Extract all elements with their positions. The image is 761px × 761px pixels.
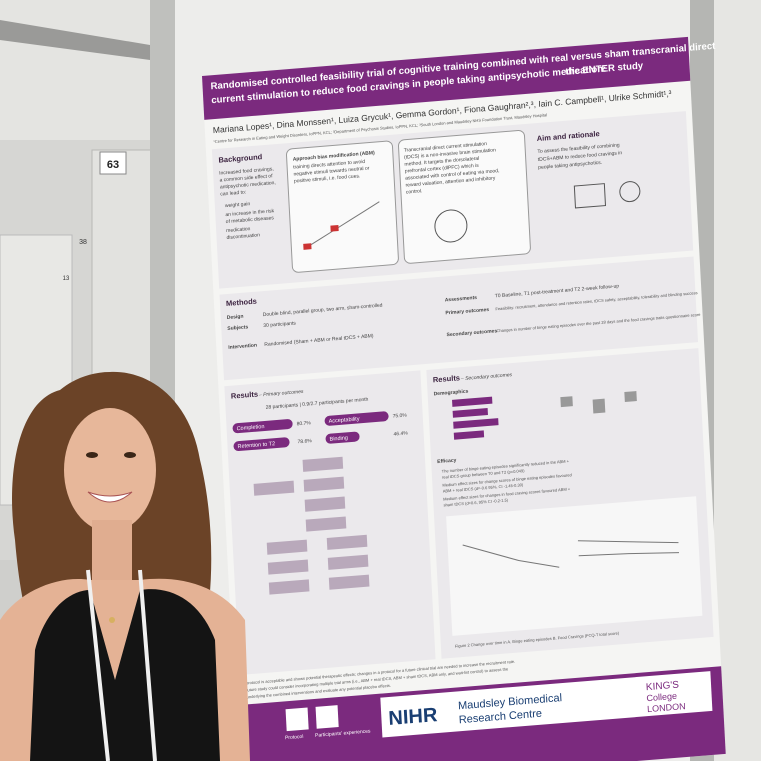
heading: Background — [218, 152, 263, 165]
kcl-logo: KING'S — [646, 680, 680, 694]
demographic-bars — [452, 396, 499, 440]
abm-box — [285, 140, 399, 273]
lanyard — [86, 569, 157, 761]
label: Secondary outcomes — [446, 328, 497, 338]
qr-code — [285, 707, 309, 732]
bullet: discontinuation — [226, 232, 260, 241]
text: training directs attention to avoid — [293, 159, 366, 171]
text: people taking antipsychotics. — [538, 160, 602, 171]
text: Increased food cravings, — [219, 166, 274, 176]
abm-sketch — [306, 201, 380, 249]
screen-sketch — [573, 183, 607, 209]
kcl-logo: LONDON — [647, 701, 686, 714]
bullet: ABM + real tDCS (d=-0.6 95%, CI -1.45-0.… — [443, 482, 524, 494]
metric-label: Acceptability — [329, 416, 360, 424]
label: Efficacy — [437, 458, 457, 466]
metric-value: 78.6% — [297, 438, 312, 445]
eye — [86, 452, 98, 458]
bullet: of metabolic diseases — [226, 215, 275, 225]
boxplots — [560, 391, 637, 414]
text: control. — [406, 188, 423, 195]
food-cue — [303, 243, 312, 250]
metric-pill — [232, 419, 293, 434]
booth-number: 63 — [107, 159, 119, 171]
bullet: an increase in the risk — [225, 208, 274, 218]
booth-sign — [99, 151, 127, 175]
bullet: weight gain — [225, 201, 251, 209]
label: Subjects — [227, 324, 248, 332]
ceiling — [0, 0, 160, 140]
bullet: medication — [226, 226, 251, 234]
text: can lead to: — [220, 189, 246, 197]
eye — [124, 452, 136, 458]
text: 30 participants — [263, 320, 296, 329]
poster-header — [202, 36, 691, 120]
metric-value: 75.0% — [393, 412, 408, 419]
text: method. It targets the dorsolateral — [404, 156, 479, 168]
metric-pill — [325, 431, 360, 444]
smile — [87, 491, 133, 503]
figure-lines — [462, 540, 679, 568]
necklace — [109, 617, 115, 623]
logo-strip — [380, 671, 713, 738]
consort-diagram — [253, 456, 370, 595]
text: antipsychotic medication, — [220, 180, 276, 190]
right-board — [714, 0, 761, 761]
face — [64, 408, 156, 532]
poster: Randomised controlled feasibility trial … — [202, 36, 726, 761]
label: Primary outcomes — [445, 307, 489, 317]
booth-number: 38 — [79, 239, 87, 246]
heading: Methods — [226, 297, 257, 308]
figure — [446, 496, 703, 636]
heading: Results — [231, 390, 259, 401]
metric-pill — [233, 437, 290, 452]
label: Design — [227, 314, 244, 321]
nihr-logo: NIHR — [388, 704, 439, 730]
head-sketch — [434, 209, 468, 243]
metric-label: Binding — [329, 435, 348, 442]
bullet: sham tDCS (d=0.6, 95% CI -0.2-1.5) — [443, 497, 508, 507]
kcl-logo: College — [646, 691, 677, 703]
text: prefrontal cortex (dlPFC) which is — [405, 163, 480, 175]
panel — [219, 256, 699, 381]
label: Demographics — [434, 389, 469, 398]
metric-value: 46.4% — [393, 430, 408, 437]
qr-label: Protocol — [285, 734, 304, 741]
label: Intervention — [228, 343, 257, 351]
subheading: – Primary outcomes — [258, 389, 304, 399]
subheading: – Secondary outcomes — [460, 372, 513, 382]
top — [30, 589, 220, 761]
metric-pill — [324, 411, 389, 426]
tdcs-box — [397, 130, 531, 264]
text: positive stimuli, i.e. food cues. — [294, 173, 361, 184]
beam — [0, 20, 150, 60]
bullet: real tDCS group between T0 and T2 (p=0.0… — [442, 468, 525, 480]
person-sketch — [619, 181, 641, 203]
metric-label: Completion — [236, 424, 264, 432]
text: a common side effect of — [219, 173, 273, 183]
metric-value: 80.7% — [297, 420, 312, 427]
heading: Results — [433, 373, 461, 384]
booth-number: 13 — [63, 276, 70, 282]
qr-label: Participants' experiences — [315, 728, 371, 738]
neck — [92, 520, 132, 580]
person — [0, 371, 250, 761]
metric-label: Retention to T2 — [237, 441, 275, 450]
food-cue — [330, 225, 339, 232]
qr-code — [315, 705, 339, 729]
label: Assessments — [445, 295, 478, 304]
